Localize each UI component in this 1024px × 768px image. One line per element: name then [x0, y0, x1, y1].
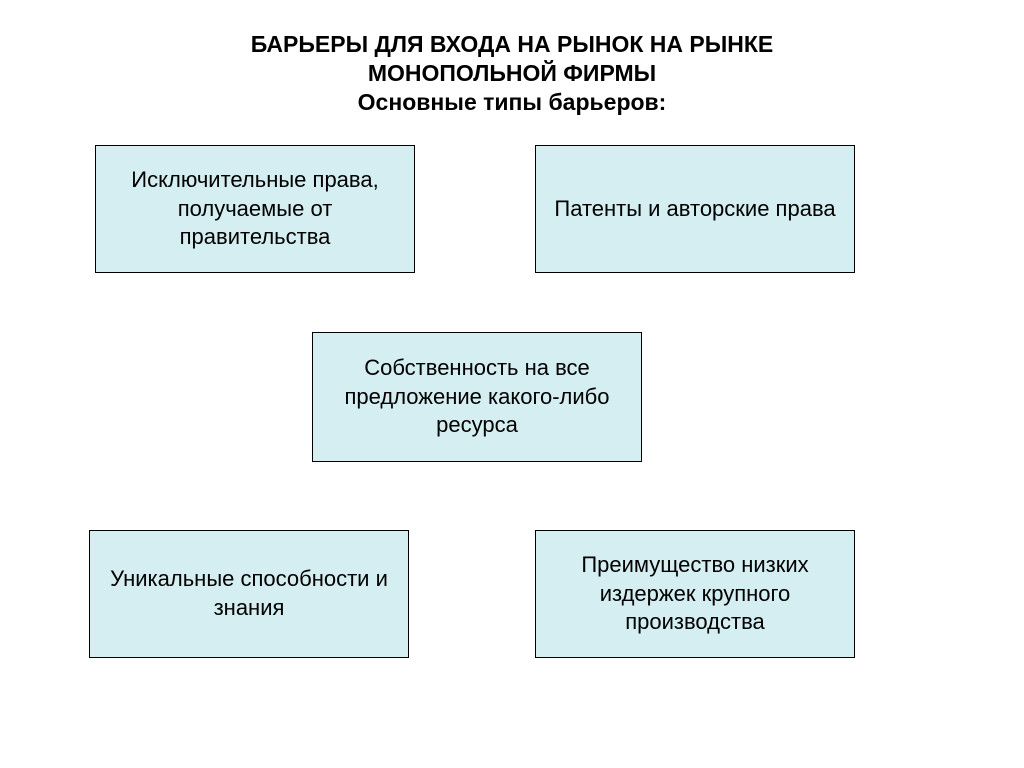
box-label: Исключительные права, получаемые от прав… [104, 166, 406, 252]
title-line-3: Основные типы барьеров: [358, 89, 667, 115]
box-unique-abilities: Уникальные способности и знания [89, 530, 409, 658]
box-exclusive-rights: Исключительные права, получаемые от прав… [95, 145, 415, 273]
title-line-2: МОНОПОЛЬНОЙ ФИРМЫ [368, 60, 656, 86]
box-label: Патенты и авторские права [554, 195, 835, 224]
box-low-cost-advantage: Преимущество низких издержек крупного пр… [535, 530, 855, 658]
box-resource-ownership: Собственность на все предложение какого-… [312, 332, 642, 462]
box-label: Собственность на все предложение какого-… [321, 354, 633, 440]
box-patents: Патенты и авторские права [535, 145, 855, 273]
box-label: Преимущество низких издержек крупного пр… [544, 551, 846, 637]
title-line-1: БАРЬЕРЫ ДЛЯ ВХОДА НА РЫНОК НА РЫНКЕ [251, 31, 773, 57]
diagram-title: БАРЬЕРЫ ДЛЯ ВХОДА НА РЫНОК НА РЫНКЕ МОНО… [0, 30, 1024, 116]
box-label: Уникальные способности и знания [98, 565, 400, 622]
